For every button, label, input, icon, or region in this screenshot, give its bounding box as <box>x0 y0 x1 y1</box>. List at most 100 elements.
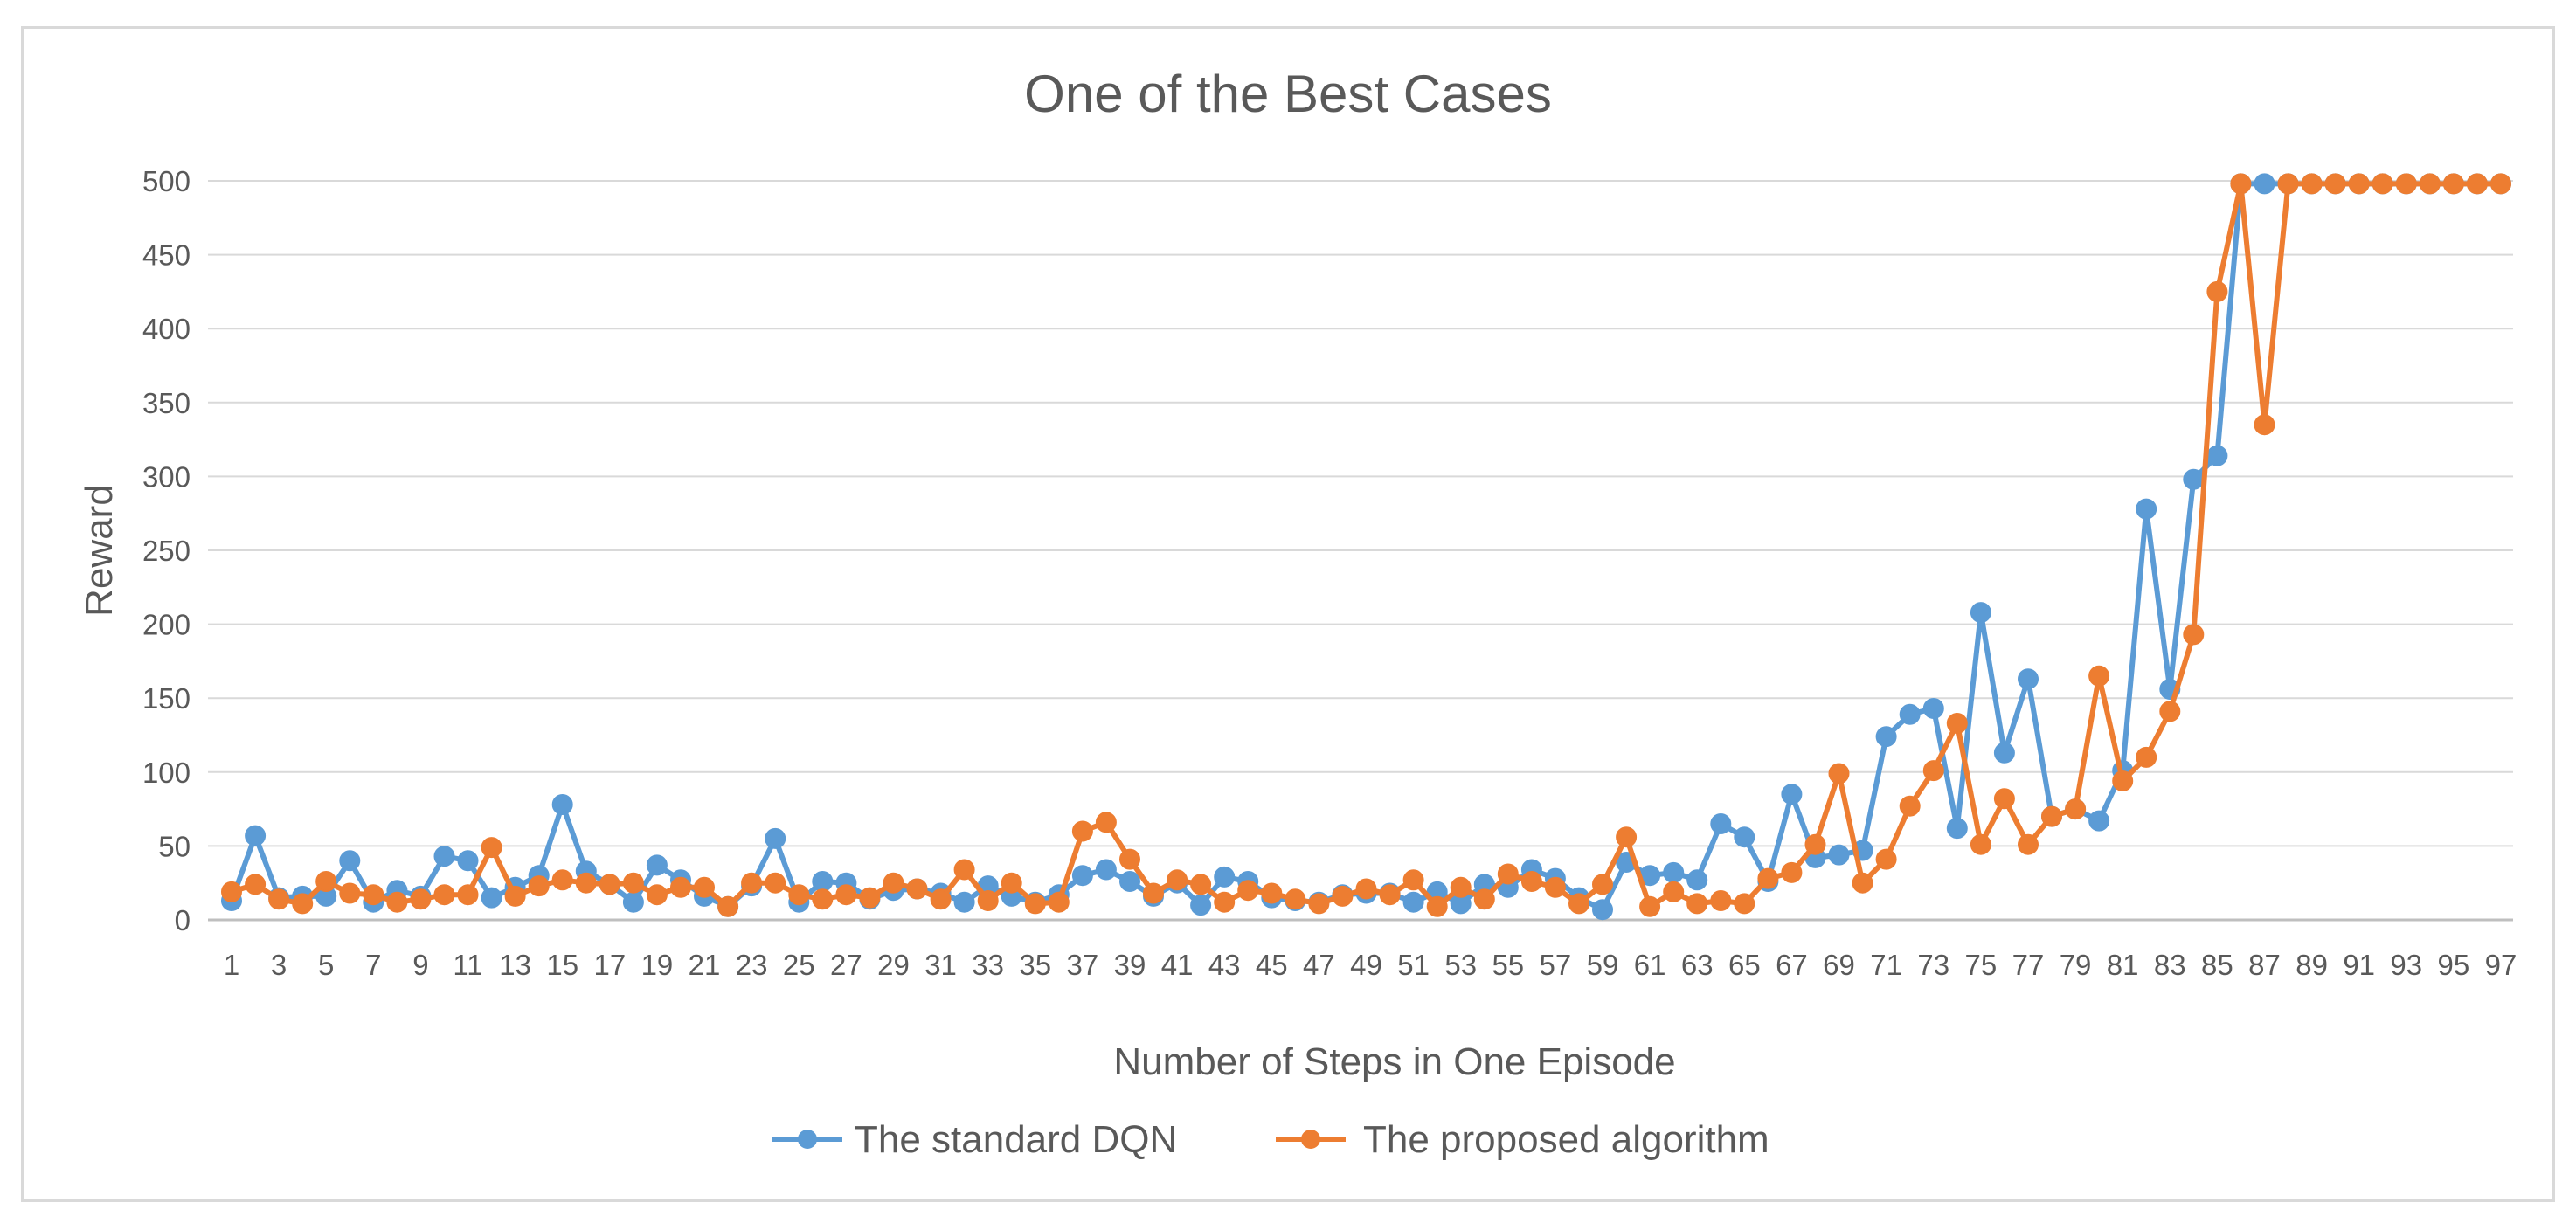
x-tick-label: 23 <box>736 949 768 981</box>
data-point <box>410 888 432 910</box>
y-axis-ticks: 0 50 100 150 200 250 300 350 400 450 500 <box>142 165 190 936</box>
data-point <box>1402 869 1424 891</box>
x-tick-label: 13 <box>499 949 531 981</box>
x-tick-label: 55 <box>1492 949 1524 981</box>
data-point <box>1639 895 1661 917</box>
x-tick-label: 71 <box>1870 949 1902 981</box>
data-point <box>622 891 644 913</box>
x-tick-label: 31 <box>924 949 957 981</box>
data-point <box>2018 833 2039 855</box>
data-point <box>457 884 479 906</box>
data-point <box>1828 763 1850 784</box>
data-point <box>433 884 455 906</box>
data-point <box>1922 760 1944 782</box>
data-point <box>2490 173 2511 195</box>
data-point <box>1686 893 1708 915</box>
data-point <box>575 872 597 894</box>
y-tick-label: 450 <box>142 239 190 272</box>
y-tick-label: 0 <box>175 904 190 936</box>
data-point <box>1048 891 1070 913</box>
x-tick-label: 79 <box>2060 949 2092 981</box>
data-point <box>528 875 550 897</box>
x-tick-label: 51 <box>1397 949 1430 981</box>
data-point <box>1663 861 1685 883</box>
data-point <box>2324 173 2346 195</box>
x-tick-label: 63 <box>1681 949 1714 981</box>
data-point <box>2206 280 2228 302</box>
data-point <box>953 891 975 913</box>
x-tick-label: 77 <box>2012 949 2045 981</box>
data-point <box>1970 602 1991 624</box>
series-line <box>229 181 2503 909</box>
x-tick-label: 91 <box>2343 949 2375 981</box>
data-point <box>646 884 668 906</box>
data-point <box>1852 872 1873 894</box>
data-point <box>1332 885 1354 907</box>
data-point <box>551 794 573 815</box>
data-point <box>1663 881 1685 902</box>
data-point <box>551 869 573 891</box>
y-tick-label: 200 <box>142 609 190 641</box>
x-tick-label: 27 <box>830 949 862 981</box>
data-point <box>2112 770 2134 791</box>
data-point <box>906 878 928 900</box>
data-point <box>1710 813 1732 834</box>
series-standard-dqn <box>221 173 2511 921</box>
data-point <box>1190 895 1212 916</box>
data-point <box>221 881 242 902</box>
data-point <box>2230 173 2252 195</box>
y-tick-label: 500 <box>142 165 190 197</box>
data-point <box>1095 812 1117 833</box>
data-point <box>386 891 408 913</box>
data-point <box>670 876 691 898</box>
data-point <box>1214 891 1236 913</box>
data-point <box>2183 468 2205 490</box>
data-point <box>339 850 361 872</box>
data-point <box>2254 173 2275 195</box>
series-proposed-algorithm <box>221 173 2511 917</box>
data-point <box>1592 874 1613 895</box>
data-point <box>1214 866 1236 888</box>
data-point <box>646 854 668 876</box>
legend-label: The standard DQN <box>855 1118 1177 1161</box>
legend-swatch-marker <box>1301 1130 1320 1149</box>
x-tick-label: 19 <box>641 949 674 981</box>
y-tick-label: 400 <box>142 313 190 345</box>
data-point <box>859 887 881 909</box>
x-tick-label: 37 <box>1067 949 1099 981</box>
x-tick-label: 95 <box>2438 949 2470 981</box>
y-tick-label: 350 <box>142 387 190 419</box>
data-point <box>2277 173 2299 195</box>
data-point <box>1285 888 1306 910</box>
x-tick-label: 81 <box>2107 949 2139 981</box>
legend-item: The standard DQN <box>772 1118 1177 1161</box>
data-point <box>245 825 267 846</box>
legend-label: The proposed algorithm <box>1363 1118 1769 1161</box>
data-point <box>1734 893 1755 915</box>
x-tick-label: 29 <box>877 949 910 981</box>
x-tick-label: 93 <box>2390 949 2422 981</box>
x-tick-label: 57 <box>1540 949 1572 981</box>
data-point <box>1946 713 1968 734</box>
data-point <box>2183 624 2205 646</box>
data-point <box>2136 498 2157 520</box>
data-point <box>1993 788 2015 810</box>
chart-title: One of the Best Cases <box>1024 65 1552 123</box>
x-axis-ticks: 1 3 5 7 9 11 13 15 17 19 21 23 25 27 29 31 33 35 37 39 41 43 4… <box>224 949 2517 981</box>
data-point <box>268 888 290 910</box>
data-point <box>1970 833 1991 855</box>
data-point <box>953 859 975 881</box>
data-point <box>457 850 479 872</box>
x-tick-label: 1 <box>224 949 239 981</box>
x-tick-label: 17 <box>593 949 626 981</box>
x-tick-label: 65 <box>1728 949 1761 981</box>
x-tick-label: 3 <box>271 949 287 981</box>
x-tick-label: 21 <box>689 949 721 981</box>
data-point <box>1379 884 1401 906</box>
data-point <box>2466 173 2488 195</box>
x-tick-label: 89 <box>2296 949 2328 981</box>
data-point <box>1686 869 1708 891</box>
x-tick-label: 59 <box>1587 949 1619 981</box>
data-point <box>2372 173 2393 195</box>
